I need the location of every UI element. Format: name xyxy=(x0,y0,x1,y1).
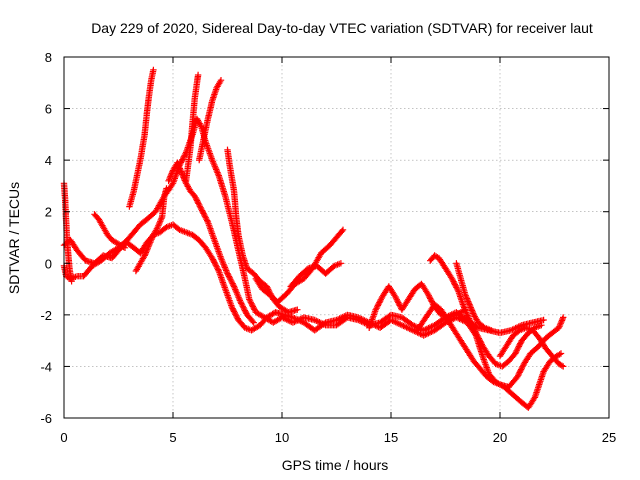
y-tick-label: -4 xyxy=(40,359,52,374)
x-tick-label: 20 xyxy=(493,430,507,445)
data-point-marks xyxy=(165,159,257,326)
series-sat-m xyxy=(496,324,567,370)
x-tick-label: 10 xyxy=(275,430,289,445)
series-sat-c xyxy=(126,66,157,210)
x-tick-label: 15 xyxy=(384,430,398,445)
series-sat-p xyxy=(132,185,170,275)
series-sat-k xyxy=(427,252,545,370)
data-point-marks xyxy=(126,66,157,210)
data-marks xyxy=(60,66,567,411)
data-point-marks xyxy=(224,146,301,316)
series-sat-j xyxy=(414,301,567,391)
series-sat-l xyxy=(453,260,495,334)
x-axis-label: GPS time / hours xyxy=(282,457,389,473)
data-point-marks xyxy=(414,301,567,391)
y-tick-label: 8 xyxy=(45,50,52,65)
plot-frame xyxy=(63,56,610,419)
data-point-marks xyxy=(287,260,345,290)
series-sat-e xyxy=(196,77,225,164)
x-tick-label: 0 xyxy=(60,430,67,445)
data-point-marks xyxy=(196,77,225,164)
y-tick-label: -2 xyxy=(40,308,52,323)
chart-title: Day 229 of 2020, Sidereal Day-to-day VTE… xyxy=(91,20,593,36)
y-tick-label: 6 xyxy=(45,102,52,117)
series-sat-h xyxy=(287,260,345,290)
axes: 0 5 10 15 20 25 -6 -4 -2 0 2 4 6 8 xyxy=(40,50,616,445)
data-point-marks xyxy=(453,260,495,334)
series-sat-o xyxy=(91,211,129,251)
y-tick-label: 0 xyxy=(45,256,52,271)
x-tick-label: 5 xyxy=(169,430,176,445)
series-sat-q xyxy=(165,159,257,326)
x-tick-label: 25 xyxy=(602,430,616,445)
data-point-marks xyxy=(496,324,567,370)
data-point-marks xyxy=(132,185,170,275)
y-tick-label: 2 xyxy=(45,205,52,220)
series-sat-f xyxy=(224,146,301,316)
y-tick-label: 4 xyxy=(45,153,52,168)
y-tick-label: -6 xyxy=(40,411,52,426)
data-point-marks xyxy=(427,252,545,370)
y-axis-label: SDTVAR / TECUs xyxy=(6,182,22,294)
data-point-marks xyxy=(91,211,129,251)
